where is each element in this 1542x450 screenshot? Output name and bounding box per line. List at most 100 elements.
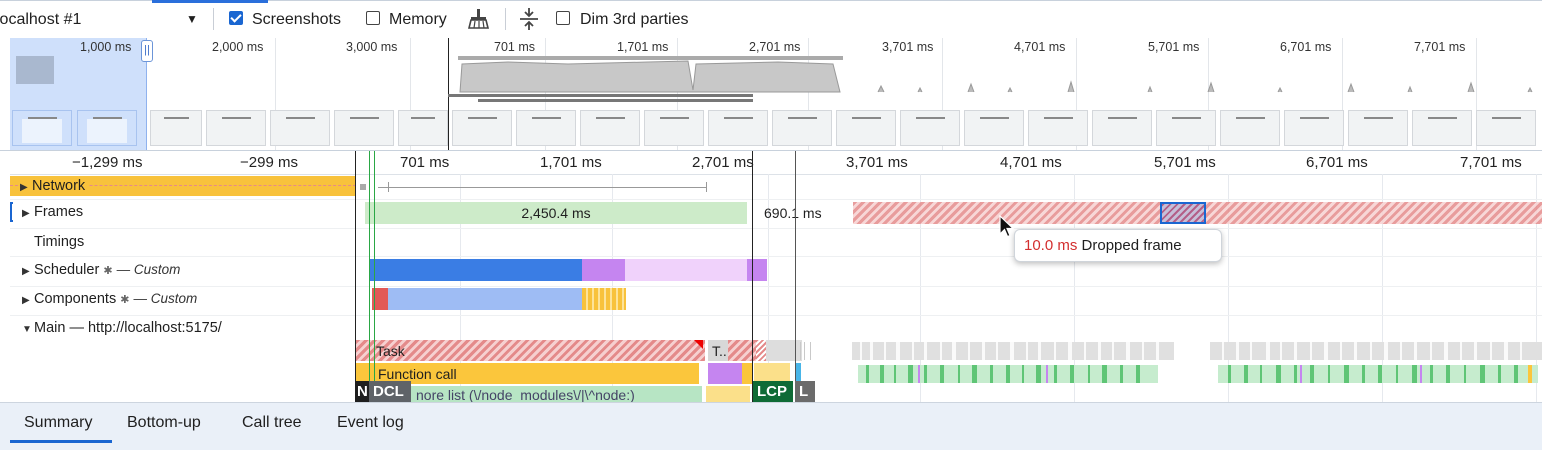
function-call[interactable] [742, 363, 752, 384]
screenshots-label[interactable]: Screenshots [252, 11, 341, 28]
frames-track-label[interactable]: ▶ Frames [22, 204, 84, 220]
screenshot-thumbnail[interactable] [1476, 110, 1536, 146]
collapse-triangle-icon[interactable]: ▼ [22, 324, 32, 335]
components-track[interactable]: ▶ Components ✱ — Custom [10, 286, 1542, 316]
overview-tick: 1,000 ms [80, 40, 132, 54]
tooltip-duration: 10.0 ms [1024, 237, 1078, 254]
scheduler-purple-bar[interactable] [747, 259, 767, 281]
scheduler-track[interactable]: ▶ Scheduler ✱ — Custom [10, 257, 1542, 287]
memory-label[interactable]: Memory [389, 11, 447, 28]
screenshot-thumbnail[interactable] [1412, 110, 1472, 146]
frames-track[interactable]: ▶ Frames 2,450.4 ms 690.1 ms [10, 200, 1542, 229]
function-call[interactable]: Function call [368, 363, 699, 384]
screenshot-thumbnail[interactable] [334, 110, 394, 146]
dropped-frame-tooltip: 10.0 ms Dropped frame [1014, 229, 1222, 262]
screenshots-checkbox[interactable] [229, 11, 243, 25]
tab-summary[interactable]: Summary [24, 414, 93, 431]
script-call[interactable] [708, 363, 742, 384]
screenshot-thumbnail[interactable] [580, 110, 640, 146]
scheduler-light-purple-bar[interactable] [625, 259, 747, 281]
scheduler-blue-bar[interactable] [370, 259, 582, 281]
second-frame[interactable]: 690.1 ms [750, 202, 854, 224]
memory-checkbox[interactable] [366, 11, 380, 25]
active-panel-indicator [152, 0, 268, 3]
timings-track[interactable]: Timings [10, 228, 1542, 257]
selected-dropped-frame[interactable] [1160, 202, 1206, 224]
tab-call-tree[interactable]: Call tree [242, 414, 302, 431]
components-yellow-bars[interactable] [582, 288, 626, 310]
scheduler-track-label[interactable]: ▶ Scheduler ✱ — Custom [22, 262, 181, 278]
function-call[interactable] [795, 363, 801, 384]
task-small[interactable] [766, 340, 802, 361]
timeline-ruler: −1,299 ms −299 ms 701 ms 1,701 ms 2,701 … [10, 151, 1542, 175]
screenshot-thumbnail[interactable] [206, 110, 266, 146]
main-thread-track[interactable]: ▼ Main — http://localhost:5175/ Task T...… [10, 315, 1542, 402]
overview-selection-handle[interactable]: || [141, 40, 153, 62]
load-marker[interactable]: L [795, 381, 815, 402]
components-track-label[interactable]: ▶ Components ✱ — Custom [22, 291, 198, 307]
network-request-bar[interactable] [10, 176, 356, 196]
screenshot-thumbnail[interactable] [900, 110, 960, 146]
active-tab-indicator [10, 440, 112, 443]
screenshot-thumbnail[interactable] [644, 110, 704, 146]
screenshot-thumbnail[interactable] [836, 110, 896, 146]
expand-triangle-icon[interactable]: ▶ [22, 295, 30, 306]
screenshot-thumbnail[interactable] [772, 110, 832, 146]
broom-icon[interactable] [467, 9, 490, 32]
function-call[interactable] [706, 386, 750, 402]
tooltip-label: Dropped frame [1081, 237, 1182, 254]
screenshot-thumbnail[interactable] [77, 110, 137, 146]
expand-triangle-icon[interactable]: ▶ [22, 266, 30, 277]
screenshot-thumbnail[interactable] [516, 110, 576, 146]
expand-triangle-icon[interactable]: ▶ [22, 208, 30, 219]
screenshot-thumbnail[interactable] [12, 110, 72, 146]
screenshot-thumbnail[interactable] [398, 110, 448, 146]
screenshot-thumbnail[interactable] [1092, 110, 1152, 146]
components-light-blue-bar[interactable] [388, 288, 582, 310]
function-call[interactable] [356, 363, 368, 384]
ruler-tick: 1,701 ms [540, 154, 602, 171]
overview-tick: 7,701 ms [1414, 40, 1466, 54]
tab-bottom-up[interactable]: Bottom-up [127, 414, 201, 431]
collapse-tracks-icon[interactable] [519, 7, 539, 34]
screenshot-thumbnail[interactable] [708, 110, 768, 146]
function-call[interactable] [754, 363, 790, 384]
network-track[interactable]: ▶ Network [10, 174, 1542, 200]
long-task[interactable] [756, 340, 766, 361]
ruler-tick: 3,701 ms [846, 154, 908, 171]
navigation-start-marker[interactable]: N [355, 381, 369, 402]
screenshot-thumbnail[interactable] [1156, 110, 1216, 146]
long-frame[interactable]: 2,450.4 ms [365, 202, 747, 224]
screenshot-thumbnail[interactable] [150, 110, 202, 146]
network-request-mark[interactable] [360, 184, 366, 190]
components-red-bar[interactable] [372, 288, 388, 310]
main-track-label[interactable]: ▼ Main — http://localhost:5175/ [22, 320, 222, 336]
target-select-label[interactable]: localhost #1 [0, 11, 82, 28]
expand-triangle-icon[interactable]: ▶ [20, 182, 28, 193]
dim-3rd-parties-checkbox[interactable] [556, 11, 570, 25]
navigation-marker-line [355, 151, 356, 402]
scheduler-purple-bar[interactable] [582, 259, 625, 281]
overview-tick: 3,701 ms [882, 40, 934, 54]
screenshot-thumbnail[interactable] [1028, 110, 1088, 146]
screenshot-thumbnail[interactable] [1348, 110, 1408, 146]
lcp-marker[interactable]: LCP [753, 381, 793, 402]
screenshot-thumbnail[interactable] [1220, 110, 1280, 146]
ruler-tick: 5,701 ms [1154, 154, 1216, 171]
tab-event-log[interactable]: Event log [337, 414, 404, 431]
chevron-down-icon[interactable]: ▼ [186, 12, 198, 26]
ignore-list-entry[interactable]: nore list (\/node_modules\/|\^node:) [410, 386, 702, 402]
screenshot-thumbnail[interactable] [270, 110, 330, 146]
ruler-tick: 2,701 ms [692, 154, 754, 171]
screenshot-thumbnail[interactable] [964, 110, 1024, 146]
network-track-label[interactable]: ▶ Network [20, 178, 89, 194]
second-frame-duration: 690.1 ms [764, 205, 822, 221]
dim-3rd-parties-label[interactable]: Dim 3rd parties [580, 11, 689, 28]
timings-track-label[interactable]: Timings [34, 234, 85, 250]
screenshot-thumbnail[interactable] [452, 110, 512, 146]
ruler-tick: −299 ms [240, 154, 298, 171]
screenshot-thumbnail[interactable] [1284, 110, 1344, 146]
dcl-marker[interactable]: DCL [369, 381, 411, 402]
timeline-overview[interactable]: || 1,000 ms 2,000 ms 3,000 ms 701 ms 1,7… [0, 38, 1542, 151]
long-task[interactable]: Task [356, 340, 705, 361]
